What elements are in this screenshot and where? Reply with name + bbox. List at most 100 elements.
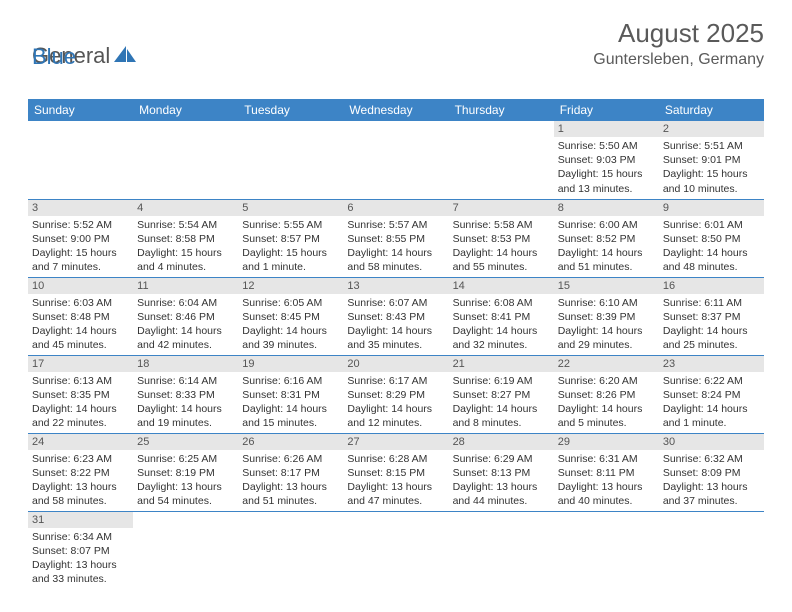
sun-line: Daylight: 13 hours (347, 480, 444, 494)
sun-line: Sunset: 9:01 PM (663, 153, 760, 167)
calendar-cell (133, 121, 238, 199)
day-number (449, 512, 554, 516)
sun-line: Sunset: 8:27 PM (453, 388, 550, 402)
day-number: 30 (659, 434, 764, 450)
sun-line: Sunrise: 6:29 AM (453, 452, 550, 466)
sun-line: Daylight: 15 hours (242, 246, 339, 260)
sun-line: Sunrise: 6:08 AM (453, 296, 550, 310)
dayhead-mon: Monday (133, 99, 238, 121)
sun-line: Sunrise: 6:16 AM (242, 374, 339, 388)
sun-line: and 35 minutes. (347, 338, 444, 352)
calendar-cell (238, 121, 343, 199)
location-label: Guntersleben, Germany (593, 51, 764, 69)
dayhead-tue: Tuesday (238, 99, 343, 121)
sun-line: Sunrise: 6:31 AM (558, 452, 655, 466)
sun-line: Sunrise: 6:25 AM (137, 452, 234, 466)
day-number: 1 (554, 121, 659, 137)
sun-line: Daylight: 14 hours (242, 324, 339, 338)
sun-line: Sunrise: 6:01 AM (663, 218, 760, 232)
sun-info: Sunrise: 6:29 AMSunset: 8:13 PMDaylight:… (449, 450, 554, 509)
sun-line: Daylight: 14 hours (137, 324, 234, 338)
calendar-cell (659, 511, 764, 589)
calendar-row: 1Sunrise: 5:50 AMSunset: 9:03 PMDaylight… (28, 121, 764, 199)
sun-line: Daylight: 14 hours (663, 324, 760, 338)
sun-line: Sunset: 8:53 PM (453, 232, 550, 246)
sun-line: Sunrise: 6:17 AM (347, 374, 444, 388)
sun-line: Sunrise: 5:50 AM (558, 139, 655, 153)
day-number (133, 121, 238, 125)
sun-line: Daylight: 14 hours (347, 402, 444, 416)
sun-line: and 42 minutes. (137, 338, 234, 352)
sun-line: and 1 minute. (242, 260, 339, 274)
calendar-cell: 13Sunrise: 6:07 AMSunset: 8:43 PMDayligh… (343, 277, 448, 355)
calendar-cell: 21Sunrise: 6:19 AMSunset: 8:27 PMDayligh… (449, 355, 554, 433)
sun-line: Sunrise: 5:57 AM (347, 218, 444, 232)
sun-line: and 40 minutes. (558, 494, 655, 508)
sun-info: Sunrise: 6:11 AMSunset: 8:37 PMDaylight:… (659, 294, 764, 353)
sun-line: and 12 minutes. (347, 416, 444, 430)
calendar-cell (238, 511, 343, 589)
sun-line: and 58 minutes. (32, 494, 129, 508)
sun-line: Sunset: 9:00 PM (32, 232, 129, 246)
day-number: 23 (659, 356, 764, 372)
sun-info: Sunrise: 6:20 AMSunset: 8:26 PMDaylight:… (554, 372, 659, 431)
sun-line: Sunset: 8:43 PM (347, 310, 444, 324)
sun-line: Sunset: 8:48 PM (32, 310, 129, 324)
day-number (238, 121, 343, 125)
sun-line: Sunset: 8:26 PM (558, 388, 655, 402)
calendar-cell: 27Sunrise: 6:28 AMSunset: 8:15 PMDayligh… (343, 433, 448, 511)
day-number: 10 (28, 278, 133, 294)
sun-line: Daylight: 13 hours (137, 480, 234, 494)
dayhead-sun: Sunday (28, 99, 133, 121)
calendar-cell (133, 511, 238, 589)
calendar-cell: 8Sunrise: 6:00 AMSunset: 8:52 PMDaylight… (554, 199, 659, 277)
day-number (343, 121, 448, 125)
sun-line: Sunset: 9:03 PM (558, 153, 655, 167)
sun-info: Sunrise: 5:50 AMSunset: 9:03 PMDaylight:… (554, 137, 659, 196)
sun-line: Daylight: 15 hours (137, 246, 234, 260)
calendar-cell: 7Sunrise: 5:58 AMSunset: 8:53 PMDaylight… (449, 199, 554, 277)
sun-line: Sunset: 8:45 PM (242, 310, 339, 324)
sun-info: Sunrise: 6:07 AMSunset: 8:43 PMDaylight:… (343, 294, 448, 353)
sun-info: Sunrise: 5:52 AMSunset: 9:00 PMDaylight:… (28, 216, 133, 275)
day-number: 15 (554, 278, 659, 294)
calendar-cell: 25Sunrise: 6:25 AMSunset: 8:19 PMDayligh… (133, 433, 238, 511)
calendar-cell: 3Sunrise: 5:52 AMSunset: 9:00 PMDaylight… (28, 199, 133, 277)
day-number: 8 (554, 200, 659, 216)
day-number (28, 121, 133, 125)
logo-sub: Blue (32, 44, 76, 70)
sun-line: Sunset: 8:19 PM (137, 466, 234, 480)
dayhead-fri: Friday (554, 99, 659, 121)
sun-line: and 48 minutes. (663, 260, 760, 274)
calendar-cell: 19Sunrise: 6:16 AMSunset: 8:31 PMDayligh… (238, 355, 343, 433)
sun-info: Sunrise: 6:19 AMSunset: 8:27 PMDaylight:… (449, 372, 554, 431)
calendar-cell (28, 121, 133, 199)
header-row: General August 2025 Guntersleben, German… (28, 18, 764, 69)
calendar-cell: 12Sunrise: 6:05 AMSunset: 8:45 PMDayligh… (238, 277, 343, 355)
sun-line: Sunset: 8:52 PM (558, 232, 655, 246)
sun-line: Sunrise: 6:10 AM (558, 296, 655, 310)
sun-line: Sunrise: 5:55 AM (242, 218, 339, 232)
sun-line: and 5 minutes. (558, 416, 655, 430)
sun-info: Sunrise: 6:10 AMSunset: 8:39 PMDaylight:… (554, 294, 659, 353)
header-right: August 2025 Guntersleben, Germany (593, 18, 764, 69)
sun-line: Daylight: 14 hours (558, 402, 655, 416)
sun-line: Daylight: 14 hours (242, 402, 339, 416)
sun-line: and 51 minutes. (242, 494, 339, 508)
sun-info: Sunrise: 5:51 AMSunset: 9:01 PMDaylight:… (659, 137, 764, 196)
sun-line: Sunset: 8:35 PM (32, 388, 129, 402)
sun-line: Daylight: 14 hours (453, 402, 550, 416)
logo-sail-icon (112, 44, 138, 69)
sun-line: Sunset: 8:41 PM (453, 310, 550, 324)
sun-line: and 37 minutes. (663, 494, 760, 508)
sun-info: Sunrise: 6:26 AMSunset: 8:17 PMDaylight:… (238, 450, 343, 509)
sun-line: Daylight: 15 hours (558, 167, 655, 181)
day-number: 3 (28, 200, 133, 216)
page: General August 2025 Guntersleben, German… (0, 0, 792, 607)
sun-line: Sunset: 8:22 PM (32, 466, 129, 480)
sun-line: Sunset: 8:07 PM (32, 544, 129, 558)
sun-line: and 32 minutes. (453, 338, 550, 352)
sun-line: and 4 minutes. (137, 260, 234, 274)
sun-info: Sunrise: 6:01 AMSunset: 8:50 PMDaylight:… (659, 216, 764, 275)
calendar-row: 17Sunrise: 6:13 AMSunset: 8:35 PMDayligh… (28, 355, 764, 433)
